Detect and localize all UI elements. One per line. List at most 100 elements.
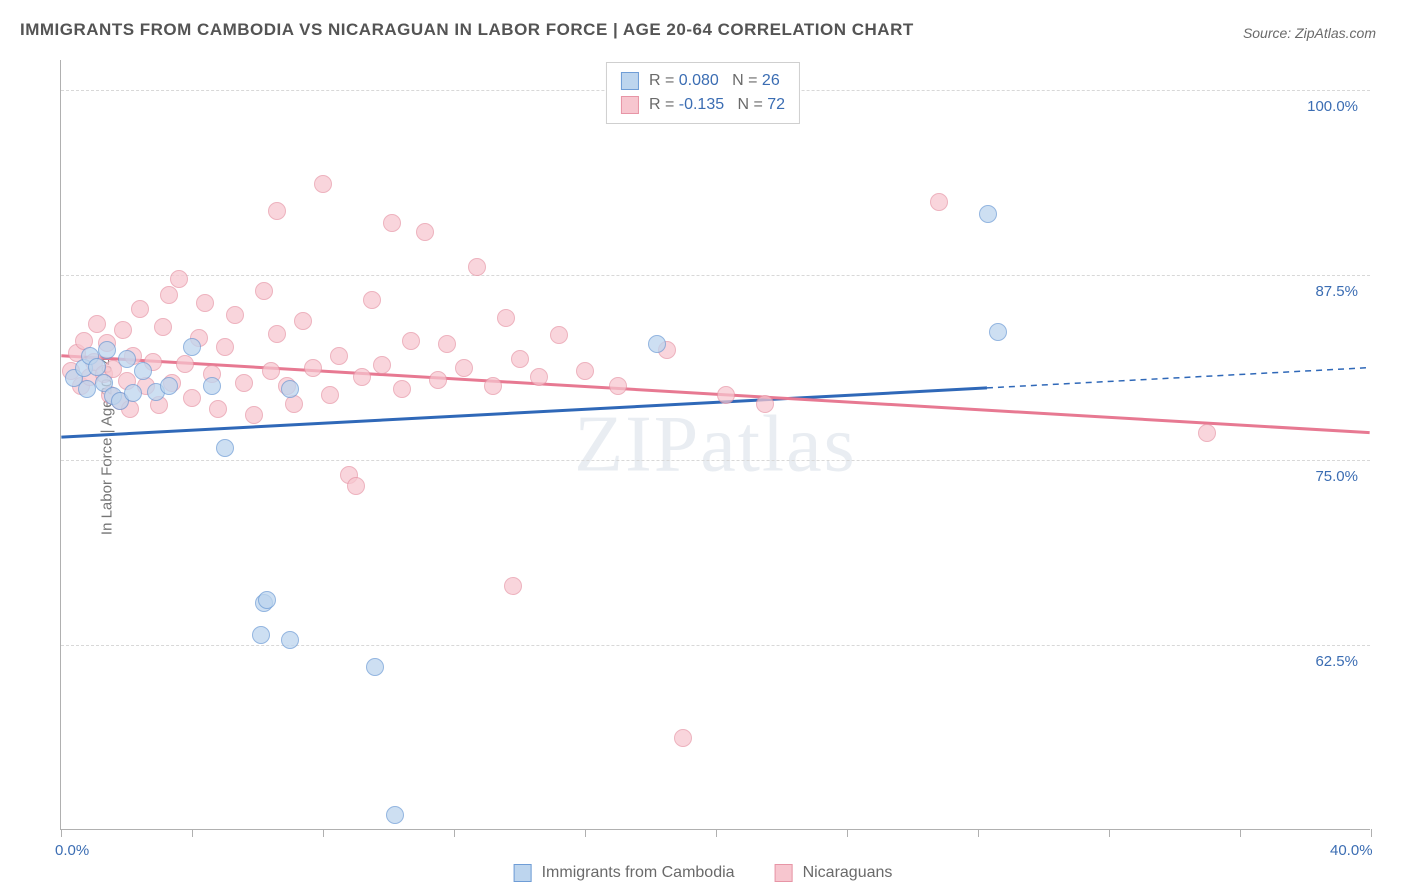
data-point [226, 306, 244, 324]
data-point [281, 631, 299, 649]
x-axis-max-label: 40.0% [1330, 842, 1373, 859]
data-point [183, 389, 201, 407]
gridline [61, 460, 1370, 461]
data-point [393, 380, 411, 398]
x-tick [1240, 829, 1241, 837]
data-point [979, 205, 997, 223]
y-tick-label: 75.0% [1315, 468, 1358, 485]
data-point [258, 591, 276, 609]
data-point [484, 377, 502, 395]
data-point [438, 335, 456, 353]
data-point [609, 377, 627, 395]
data-point [196, 294, 214, 312]
x-tick [61, 829, 62, 837]
y-tick-label: 62.5% [1315, 653, 1358, 670]
gridline [61, 275, 1370, 276]
x-tick [978, 829, 979, 837]
data-point [717, 386, 735, 404]
x-tick [716, 829, 717, 837]
data-point [455, 359, 473, 377]
data-point [314, 175, 332, 193]
x-tick [1371, 829, 1372, 837]
data-point [468, 258, 486, 276]
data-point [216, 439, 234, 457]
data-point [88, 315, 106, 333]
data-point [304, 359, 322, 377]
data-point [268, 325, 286, 343]
data-point [330, 347, 348, 365]
data-point [98, 341, 116, 359]
data-point [160, 286, 178, 304]
data-point [386, 806, 404, 824]
regression-line [987, 368, 1370, 388]
data-point [216, 338, 234, 356]
data-point [353, 368, 371, 386]
data-point [530, 368, 548, 386]
data-point [416, 223, 434, 241]
data-point [989, 323, 1007, 341]
data-point [366, 658, 384, 676]
data-point [383, 214, 401, 232]
data-point [281, 380, 299, 398]
legend-row: R = 0.080 N = 26 [621, 69, 785, 93]
data-point [78, 380, 96, 398]
data-point [347, 477, 365, 495]
legend-swatch [775, 864, 793, 882]
data-point [170, 270, 188, 288]
data-point [756, 395, 774, 413]
legend-swatch [621, 96, 639, 114]
watermark-text: ZIPatlas [574, 399, 857, 490]
data-point [363, 291, 381, 309]
data-point [124, 384, 142, 402]
source-label: Source: ZipAtlas.com [1243, 25, 1376, 41]
x-tick [192, 829, 193, 837]
data-point [1198, 424, 1216, 442]
x-axis-min-label: 0.0% [55, 842, 89, 859]
data-point [160, 377, 178, 395]
data-point [511, 350, 529, 368]
data-point [235, 374, 253, 392]
data-point [209, 400, 227, 418]
data-point [550, 326, 568, 344]
data-point [497, 309, 515, 327]
regression-lines-layer [61, 60, 1370, 829]
x-tick [454, 829, 455, 837]
legend-item: Immigrants from Cambodia [514, 864, 735, 882]
data-point [114, 321, 132, 339]
data-point [268, 202, 286, 220]
data-point [321, 386, 339, 404]
gridline [61, 645, 1370, 646]
x-tick [1109, 829, 1110, 837]
x-tick [585, 829, 586, 837]
legend-label: Immigrants from Cambodia [542, 864, 735, 882]
x-tick [847, 829, 848, 837]
data-point [402, 332, 420, 350]
series-legend: Immigrants from Cambodia Nicaraguans [514, 864, 893, 882]
data-point [576, 362, 594, 380]
data-point [429, 371, 447, 389]
data-point [255, 282, 273, 300]
data-point [183, 338, 201, 356]
legend-row: R = -0.135 N = 72 [621, 93, 785, 117]
legend-swatch [621, 72, 639, 90]
data-point [154, 318, 172, 336]
data-point [373, 356, 391, 374]
data-point [504, 577, 522, 595]
data-point [245, 406, 263, 424]
legend-item: Nicaraguans [775, 864, 893, 882]
correlation-legend: R = 0.080 N = 26R = -0.135 N = 72 [606, 62, 800, 124]
legend-swatch [514, 864, 532, 882]
data-point [674, 729, 692, 747]
data-point [252, 626, 270, 644]
x-tick [323, 829, 324, 837]
data-point [134, 362, 152, 380]
data-point [294, 312, 312, 330]
chart-title: IMMIGRANTS FROM CAMBODIA VS NICARAGUAN I… [20, 20, 914, 40]
data-point [203, 377, 221, 395]
legend-stats: R = 0.080 N = 26 [649, 69, 780, 93]
y-tick-label: 100.0% [1307, 98, 1358, 115]
plot-area: ZIPatlas 62.5%75.0%87.5%100.0% [60, 60, 1370, 830]
data-point [262, 362, 280, 380]
data-point [131, 300, 149, 318]
data-point [118, 350, 136, 368]
